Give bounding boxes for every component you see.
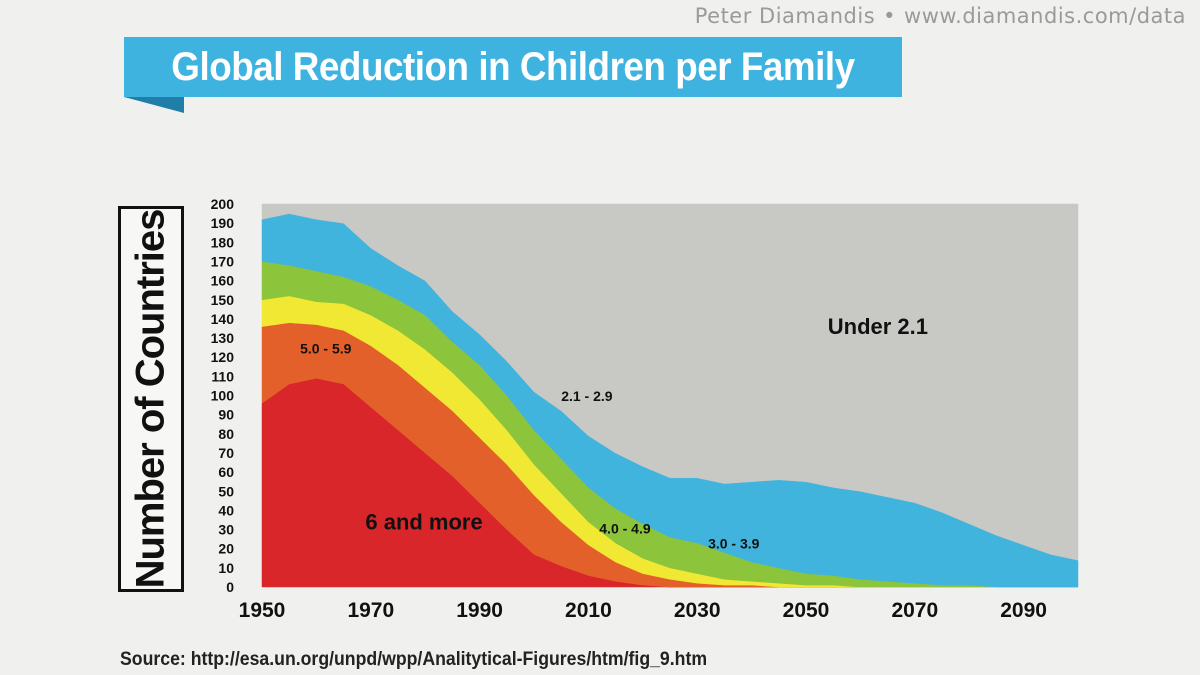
y-tick-label: 120 [211, 349, 235, 365]
credit-separator: • [883, 4, 897, 28]
x-tick-label: 2010 [565, 599, 612, 622]
y-axis-label-box: Number of Countries [118, 206, 184, 592]
band-label: 3.0 - 3.9 [708, 536, 760, 552]
x-tick-label: 1970 [347, 599, 394, 622]
area-band-under-2-1 [261, 203, 1079, 561]
x-tick-label: 2050 [783, 599, 830, 622]
y-tick-label: 80 [218, 426, 234, 442]
y-tick-label: 70 [218, 445, 234, 461]
x-tick-label: 1950 [239, 599, 286, 622]
y-tick-label: 100 [211, 388, 235, 404]
band-label: 6 and more [365, 510, 482, 535]
band-label: Under 2.1 [828, 314, 928, 339]
y-tick-label: 190 [211, 215, 235, 231]
band-label: 5.0 - 5.9 [300, 340, 352, 356]
title-banner: Global Reduction in Children per Family [124, 37, 902, 97]
x-tick-label: 2070 [891, 599, 938, 622]
y-tick-label: 200 [211, 196, 235, 212]
x-tick-label: 1990 [456, 599, 503, 622]
y-tick-label: 180 [211, 234, 235, 250]
y-tick-label: 10 [218, 560, 234, 576]
y-tick-label: 150 [211, 292, 235, 308]
y-tick-label: 60 [218, 464, 234, 480]
x-tick-label: 2090 [1000, 599, 1047, 622]
y-tick-label: 50 [218, 483, 234, 499]
y-tick-label: 160 [211, 273, 235, 289]
band-label: 4.0 - 4.9 [599, 520, 651, 536]
y-tick-label: 90 [218, 407, 234, 423]
y-tick-label: 110 [211, 368, 234, 384]
y-tick-label: 20 [218, 541, 234, 557]
y-tick-label: 0 [226, 579, 234, 595]
credit-author: Peter Diamandis [694, 4, 876, 28]
y-tick-label: 130 [211, 330, 235, 346]
band-label: 2.1 - 2.9 [561, 388, 613, 404]
chart-title: Global Reduction in Children per Family [171, 45, 855, 89]
x-tick-label: 2030 [674, 599, 721, 622]
source-citation: Source: http://esa.un.org/unpd/wpp/Anali… [120, 649, 708, 670]
y-tick-label: 30 [218, 522, 234, 538]
credit-site: www.diamandis.com/data [904, 4, 1186, 28]
y-tick-label: 140 [211, 311, 235, 327]
credit-line: Peter Diamandis • www.diamandis.com/data [695, 4, 1186, 28]
y-tick-label: 40 [218, 502, 234, 518]
y-tick-label: 170 [211, 253, 235, 269]
